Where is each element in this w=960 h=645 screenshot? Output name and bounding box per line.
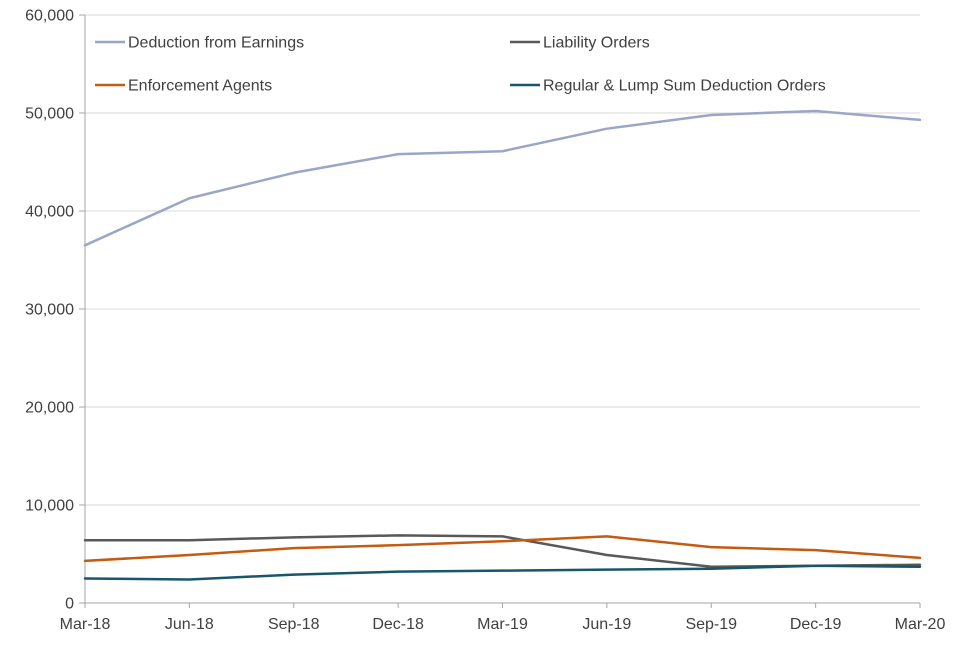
legend-label-enforcement-agents: Enforcement Agents (128, 78, 272, 95)
y-axis-label: 50,000 (25, 106, 74, 123)
legend-label-liability-orders: Liability Orders (543, 35, 650, 52)
x-axis-label: Jun-18 (165, 616, 214, 633)
legend-label-deduction-from-earnings: Deduction from Earnings (128, 35, 304, 52)
y-axis-label: 60,000 (25, 8, 74, 25)
y-axis-label: 40,000 (25, 204, 74, 221)
y-axis-label: 10,000 (25, 498, 74, 515)
x-axis-label: Sep-18 (268, 616, 320, 633)
series-line-regular-lump-sum-deduction-orders (83, 564, 922, 581)
x-axis-label: Mar-20 (895, 616, 946, 633)
y-axis-label: 20,000 (25, 400, 74, 417)
series-line-deduction-from-earnings (83, 109, 922, 247)
x-axis-label: Sep-19 (685, 616, 737, 633)
x-axis-label: Jun-19 (582, 616, 631, 633)
series-line-enforcement-agents (83, 535, 922, 563)
x-axis-label: Mar-19 (477, 616, 528, 633)
legend-label-regular-lump-sum-deduction-orders: Regular & Lump Sum Deduction Orders (543, 78, 826, 95)
y-axis-label: 0 (65, 596, 74, 613)
x-axis-label: Dec-18 (372, 616, 424, 633)
x-axis-label: Mar-18 (60, 616, 111, 633)
y-axis-label: 30,000 (25, 302, 74, 319)
x-axis-label: Dec-19 (790, 616, 842, 633)
